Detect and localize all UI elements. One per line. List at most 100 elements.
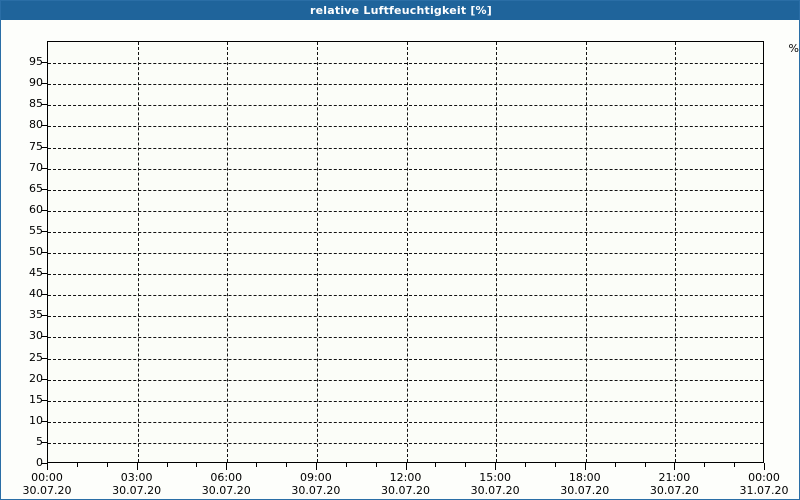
y-axis-tick-label: 45 <box>29 266 43 280</box>
x-axis-tick-time: 00:00 <box>31 471 63 484</box>
gridline-horizontal <box>48 442 763 444</box>
gridline-vertical <box>137 42 139 462</box>
gridline-horizontal <box>48 231 763 233</box>
x-axis-minor-tick-mark <box>554 463 556 467</box>
gridline-horizontal <box>48 105 763 107</box>
gridline-horizontal <box>48 126 763 128</box>
y-axis-tick-label: 60 <box>29 202 43 216</box>
x-axis-tick-date: 30.07.20 <box>22 484 72 497</box>
y-axis-unit-label: % <box>788 42 799 55</box>
y-axis-tick-label: 80 <box>29 118 43 132</box>
page-title: relative Luftfeuchtigkeit [%] <box>310 4 492 17</box>
gridline-horizontal <box>48 210 763 212</box>
y-axis-tick-mark <box>41 315 47 317</box>
y-axis-tick-label: 90 <box>29 76 43 90</box>
x-axis-tick-mark <box>405 463 407 470</box>
x-axis-tick-date: 30.07.20 <box>112 484 162 497</box>
x-axis-minor-tick-mark <box>286 463 287 467</box>
x-axis-tick-label: 09:00 30.07.20 <box>271 471 361 497</box>
y-axis-tick-mark <box>41 420 47 422</box>
x-axis-tick-label: 03:00 30.07.20 <box>92 471 182 497</box>
y-axis-tick-label: 40 <box>29 287 43 301</box>
y-axis-tick-mark <box>41 167 47 169</box>
x-axis-tick-label: 18:00 30.07.20 <box>540 471 630 497</box>
x-axis-tick-date: 30.07.20 <box>649 484 699 497</box>
gridline-horizontal <box>48 358 763 360</box>
x-axis-tick-mark <box>136 463 138 470</box>
x-axis-minor-tick-mark <box>525 463 526 467</box>
y-axis-tick-mark <box>41 252 47 253</box>
x-axis-tick-mark <box>315 463 317 470</box>
y-axis-tick-mark <box>41 104 47 106</box>
y-axis-tick-mark <box>41 209 47 211</box>
gridline-horizontal <box>48 316 763 318</box>
x-axis-tick-time: 03:00 <box>120 471 153 484</box>
gridline-horizontal <box>48 253 763 254</box>
x-axis-tick-label: 00:00 30.07.20 <box>2 471 92 497</box>
gridline-horizontal <box>48 400 763 402</box>
y-axis-tick-label: 5 <box>36 434 43 448</box>
x-axis-minor-tick-mark <box>734 463 736 467</box>
x-axis-minor-tick-mark <box>166 463 168 467</box>
chart-title-bar: relative Luftfeuchtigkeit [%] <box>1 1 799 20</box>
x-axis-minor-tick-mark <box>644 463 646 467</box>
y-axis-tick-mark <box>41 188 47 190</box>
y-axis-tick-label: 50 <box>29 245 43 258</box>
y-axis-tick-mark <box>41 230 47 232</box>
gridline-horizontal <box>48 274 763 276</box>
gridline-horizontal <box>48 63 763 65</box>
x-axis-tick-label: 00:00 31.07.20 <box>719 471 799 497</box>
x-axis-tick-date: 30.07.20 <box>470 484 520 497</box>
gridline-horizontal <box>48 421 763 423</box>
y-axis-tick-label: 15 <box>29 392 43 406</box>
y-axis-tick-mark <box>41 273 47 275</box>
y-axis-tick-label: 65 <box>29 181 43 195</box>
y-axis-tick-mark <box>41 357 47 359</box>
y-axis-tick-mark <box>41 336 47 338</box>
y-axis-tick-label: 10 <box>29 413 43 427</box>
y-axis-tick-mark <box>41 294 47 296</box>
x-axis-tick-time: 15:00 <box>479 471 511 484</box>
gridline-vertical <box>675 42 677 462</box>
gridline-vertical <box>585 42 587 462</box>
x-axis-tick-label: 12:00 30.07.20 <box>361 471 451 497</box>
x-axis-tick-date: 30.07.20 <box>560 484 610 497</box>
y-axis: 0 5 10 15 20 25 30 35 40 45 50 55 60 65 70 75 80 85 90 95 <box>1 1 43 499</box>
x-axis-tick-label: 06:00 30.07.20 <box>181 471 271 497</box>
y-axis-tick-mark <box>41 441 47 443</box>
x-axis-minor-tick-mark <box>76 463 78 467</box>
y-axis-tick-label: 95 <box>29 55 43 69</box>
x-axis-tick-time: 09:00 <box>300 471 332 484</box>
gridline-vertical <box>406 42 408 462</box>
y-axis-tick-label: 30 <box>29 329 43 343</box>
x-axis-minor-tick-mark <box>375 463 377 467</box>
gridline-horizontal <box>48 84 763 86</box>
y-axis-tick-mark <box>41 62 47 64</box>
x-axis-minor-tick-mark <box>345 463 347 467</box>
x-axis-tick-mark <box>47 463 48 470</box>
x-axis-minor-tick-mark <box>614 463 616 467</box>
gridline-horizontal <box>48 379 763 381</box>
gridline-horizontal <box>48 168 763 170</box>
y-axis-tick-mark <box>41 125 47 127</box>
gridline-vertical <box>316 42 318 462</box>
x-axis-minor-tick-mark <box>256 463 258 467</box>
x-axis-tick-time: 12:00 <box>389 471 422 484</box>
x-axis-tick-mark <box>226 463 228 470</box>
y-axis-tick-label: 85 <box>29 97 43 111</box>
x-axis-tick-time: 00:00 <box>748 471 780 484</box>
y-axis-tick-label: 0 <box>36 456 43 469</box>
x-axis-minor-tick-mark <box>704 463 706 467</box>
x-axis-tick-time: 18:00 <box>568 471 601 484</box>
gridline-horizontal <box>48 337 763 339</box>
x-axis-minor-tick-mark <box>435 463 437 467</box>
gridline-horizontal <box>48 147 763 149</box>
x-axis-minor-tick-mark <box>196 463 198 467</box>
y-axis-tick-mark <box>41 378 47 380</box>
x-axis-tick-date: 31.07.20 <box>739 484 789 497</box>
x-axis-tick-mark <box>584 463 586 470</box>
y-axis-tick-label: 25 <box>29 350 43 364</box>
x-axis-minor-tick-mark <box>106 463 108 467</box>
y-axis-tick-mark <box>41 83 47 85</box>
